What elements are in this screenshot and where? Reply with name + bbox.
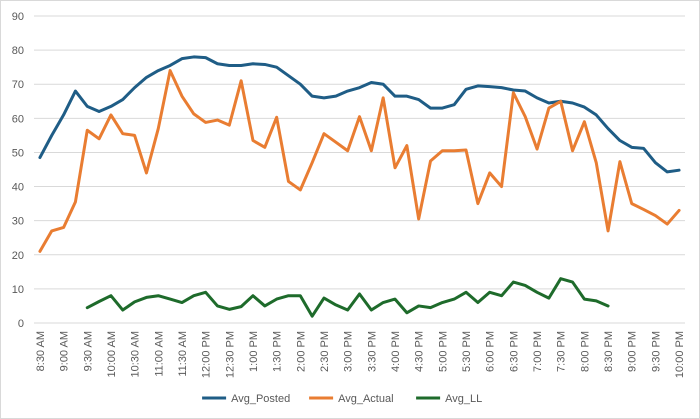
series-line	[38, 69, 681, 253]
x-tick-label: 2:30 PM	[319, 331, 331, 372]
x-tick-label: 1:00 PM	[248, 331, 260, 372]
y-tick-label: 10	[12, 284, 24, 296]
y-tick-label: 50	[12, 147, 24, 159]
x-tick-label: 7:30 PM	[556, 331, 568, 372]
x-tick-label: 5:30 PM	[461, 331, 473, 372]
x-tick-label: 8:30 PM	[603, 331, 615, 372]
x-tick-label: 9:00 PM	[627, 331, 639, 372]
x-tick-label: 9:30 AM	[82, 331, 94, 371]
legend-label: Avg_LL	[445, 393, 482, 405]
x-tick-label: 5:00 PM	[437, 331, 449, 372]
x-tick-label: 9:00 AM	[59, 331, 71, 371]
x-tick-label: 10:30 AM	[130, 331, 142, 377]
series-line	[85, 277, 610, 318]
x-tick-label: 11:30 AM	[177, 331, 189, 377]
x-tick-label: 1:30 PM	[272, 331, 284, 372]
x-tick-label: 6:30 PM	[508, 331, 520, 372]
x-tick-label: 12:00 PM	[201, 331, 213, 378]
y-tick-label: 30	[12, 216, 24, 228]
y-tick-label: 80	[12, 45, 24, 57]
x-tick-label: 3:30 PM	[366, 331, 378, 372]
series-line	[38, 55, 681, 174]
legend-label: Avg_Actual	[338, 393, 393, 405]
y-tick-label: 60	[12, 113, 24, 125]
x-tick-label: 8:30 AM	[35, 331, 47, 371]
x-tick-label: 9:30 PM	[650, 331, 662, 372]
x-tick-label: 7:00 PM	[532, 331, 544, 372]
x-tick-label: 4:30 PM	[414, 331, 426, 372]
legend-label: Avg_Posted	[231, 393, 290, 405]
x-tick-label: 8:00 PM	[579, 331, 591, 372]
x-tick-label: 3:00 PM	[343, 331, 355, 372]
y-tick-label: 70	[12, 79, 24, 91]
x-tick-label: 6:00 PM	[485, 331, 497, 372]
x-tick-label: 2:00 PM	[295, 331, 307, 372]
y-tick-label: 20	[12, 250, 24, 262]
x-tick-label: 4:00 PM	[390, 331, 402, 372]
y-tick-label: 40	[12, 182, 24, 194]
x-tick-label: 11:00 AM	[153, 331, 165, 377]
x-tick-label: 10:00 PM	[674, 331, 686, 378]
y-tick-label: 90	[12, 11, 24, 23]
y-tick-label: 0	[18, 318, 24, 330]
x-tick-label: 10:00 AM	[106, 331, 118, 377]
x-tick-label: 12:30 PM	[224, 331, 236, 378]
